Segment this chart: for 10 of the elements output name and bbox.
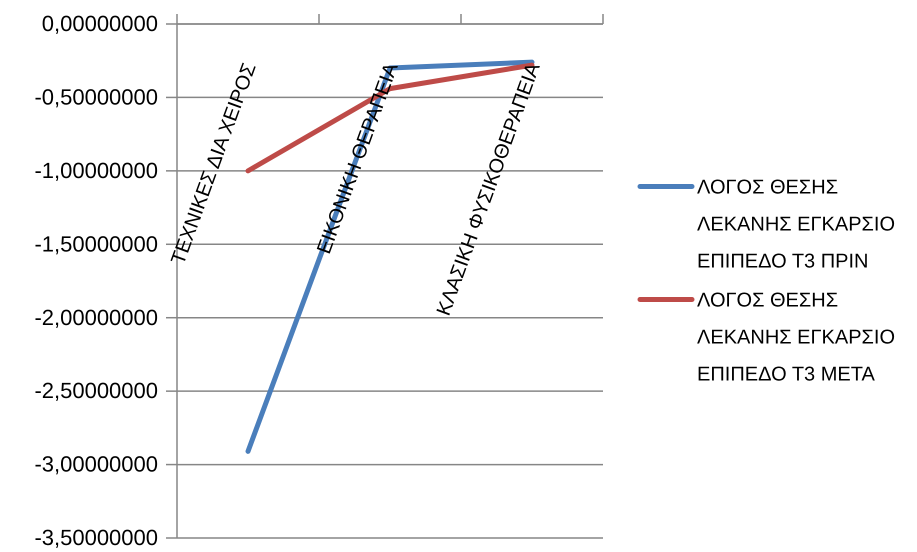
y-tick-label: -1,50000000: [34, 231, 158, 256]
y-tick-label: 0,00000000: [42, 11, 158, 36]
y-tick-label: -3,00000000: [34, 452, 158, 477]
y-tick-label: -2,50000000: [34, 378, 158, 404]
y-tick-label: -0,50000000: [34, 84, 158, 110]
y-tick-label: -1,00000000: [34, 158, 158, 183]
y-tick-label: -2,00000000: [34, 304, 158, 330]
legend-label: ΛΟΓΟΣ ΘΕΣΗΣ ΛΕΚΑΝΗΣ ΕΓΚΑΡΣΙΟ ΕΠΙΠΕΔΟ Τ3 ΠΡΙΝ: [697, 176, 896, 272]
legend-label: ΛΟΓΟΣ ΘΕΣΗΣ ΛΕΚΑΝΗΣ ΕΓΚΑΡΣΙΟ ΕΠΙΠΕΔΟ Τ3 ΜΕΤΑ: [697, 290, 896, 386]
y-tick-label: -3,50000000: [34, 525, 158, 550]
